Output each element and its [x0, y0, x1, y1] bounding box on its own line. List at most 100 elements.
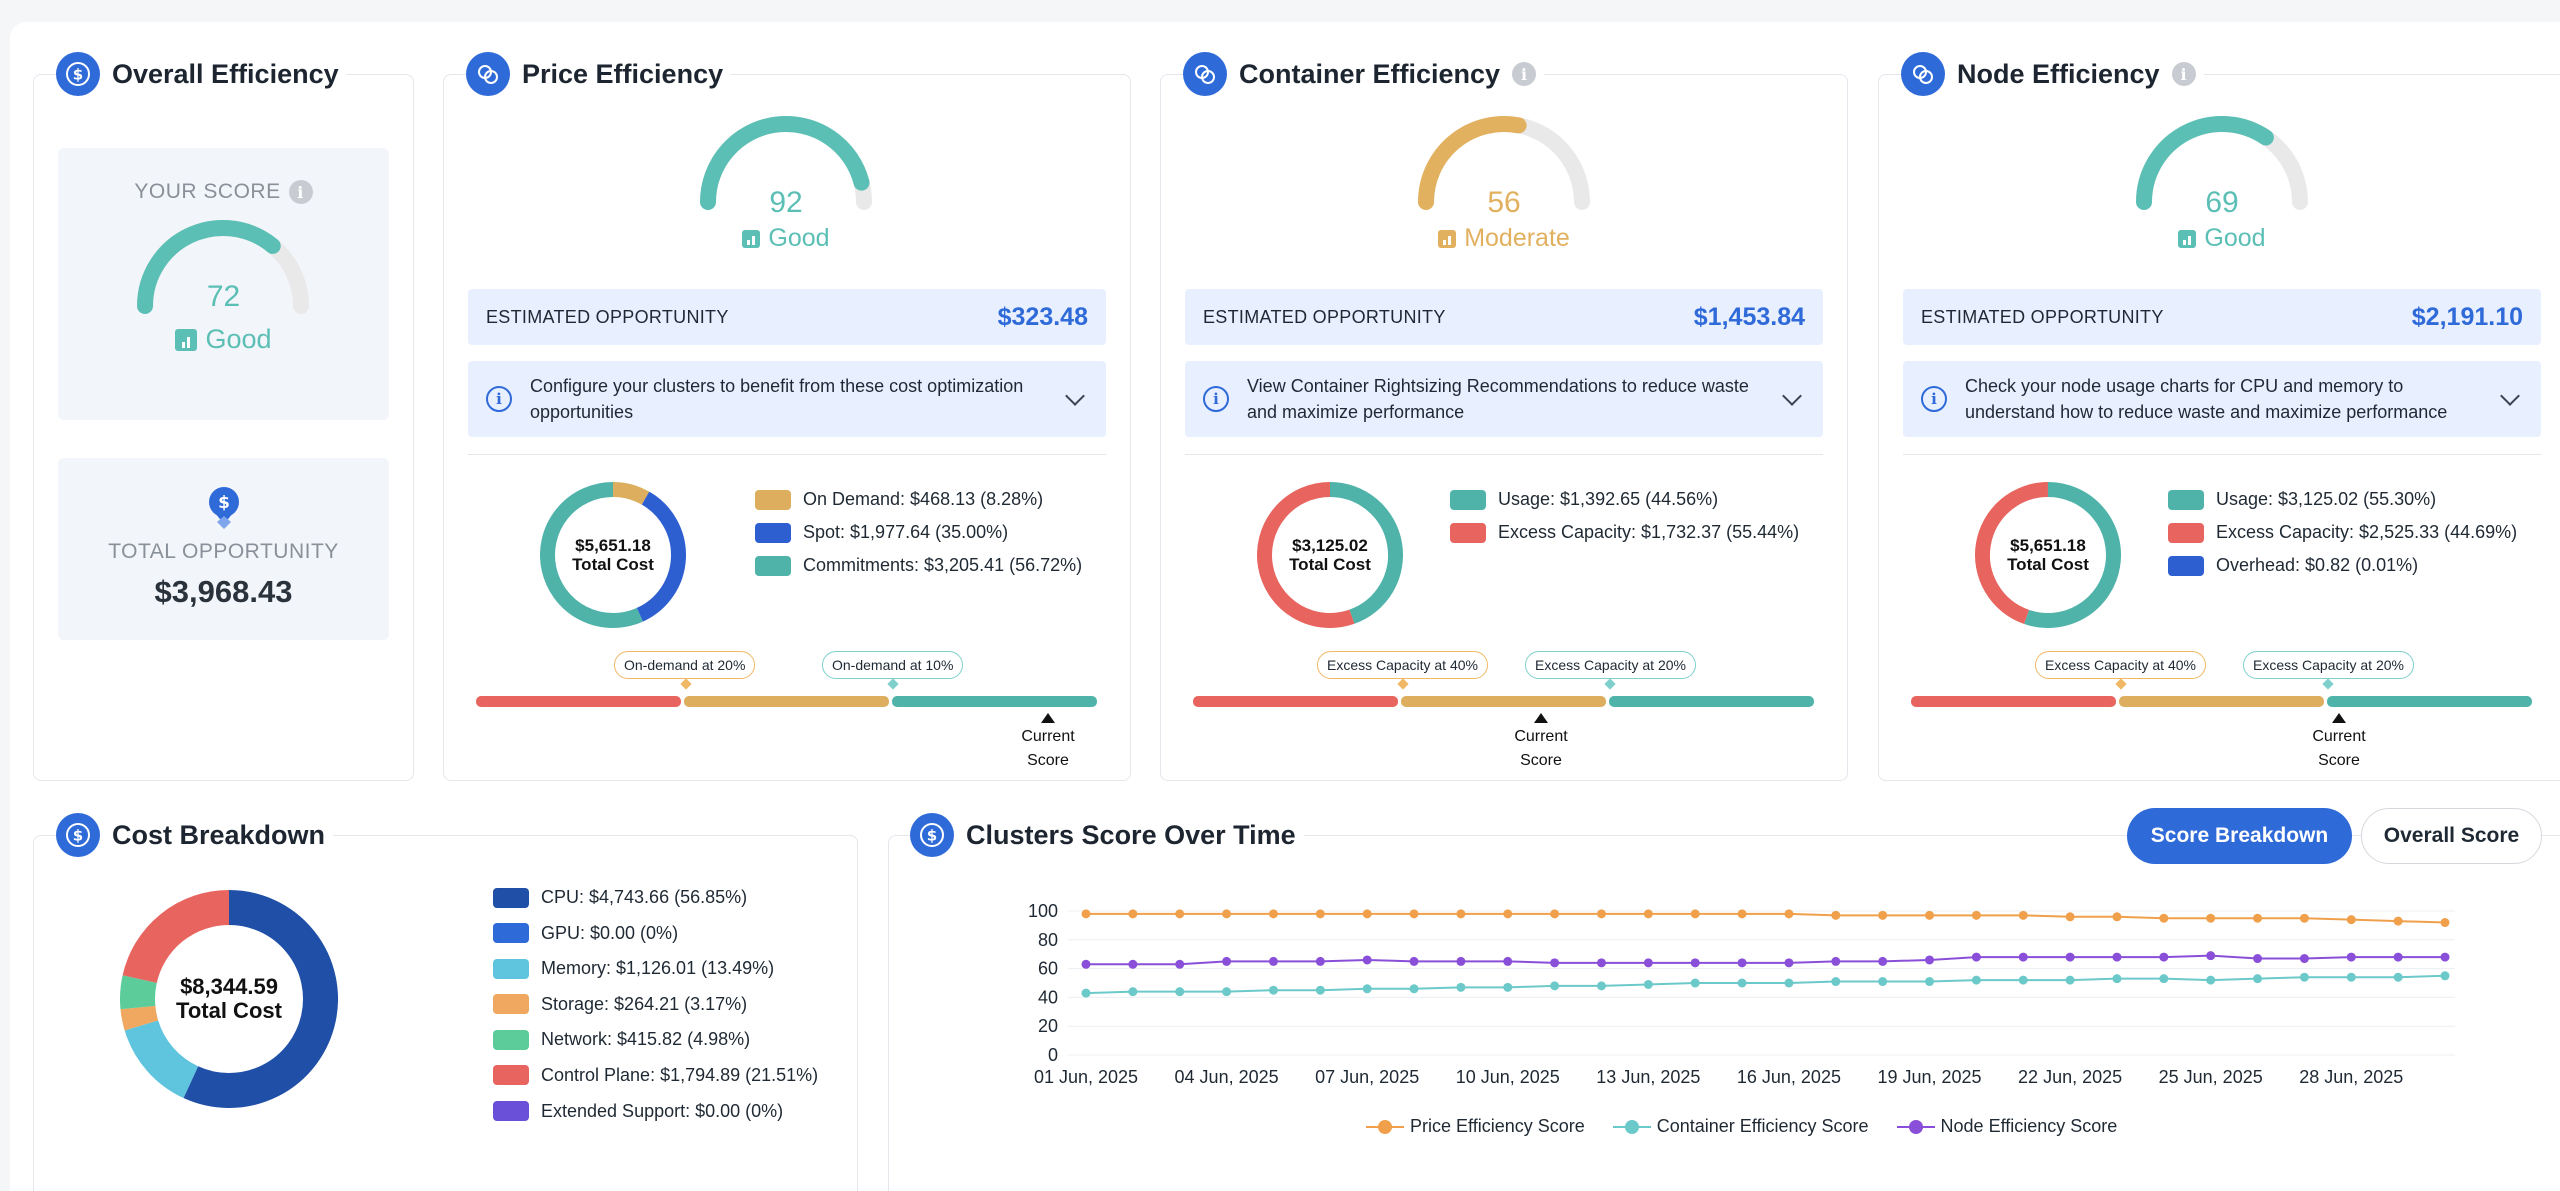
node-hint-expander[interactable]: i Check your node usage charts for CPU a… [1903, 361, 2541, 437]
series-2-point[interactable] [1831, 956, 1841, 966]
legend-item-node-efficiency[interactable]: Node Efficiency Score [1896, 1116, 2117, 1137]
series-2-point[interactable] [2299, 954, 2309, 964]
series-1-point[interactable] [2018, 975, 2028, 985]
cost-donut-slice-5[interactable] [122, 890, 230, 984]
series-1-point[interactable] [1550, 981, 1560, 991]
series-2-point[interactable] [2253, 954, 2263, 964]
series-0-point[interactable] [2440, 918, 2450, 928]
cost-donut-slice-4[interactable] [120, 975, 157, 1010]
series-1-point[interactable] [1456, 982, 1466, 992]
cost-donut-slice-2[interactable] [124, 1019, 199, 1099]
series-0-point[interactable] [2346, 915, 2356, 925]
series-2-point[interactable] [1878, 956, 1888, 966]
series-1-point[interactable] [1878, 977, 1888, 987]
chevron-down-icon[interactable] [1065, 386, 1085, 406]
series-2-point[interactable] [1737, 958, 1747, 968]
series-2-point[interactable] [2346, 952, 2356, 962]
series-0-point[interactable] [2206, 913, 2216, 923]
series-2-point[interactable] [1268, 956, 1278, 966]
series-0-point[interactable] [1175, 909, 1185, 919]
series-0-point[interactable] [1971, 910, 1981, 920]
series-1-point[interactable] [2440, 971, 2450, 981]
series-2-point[interactable] [2018, 952, 2028, 962]
series-1-point[interactable] [1971, 975, 1981, 985]
series-2-point[interactable] [1643, 958, 1653, 968]
series-1-point[interactable] [1409, 984, 1419, 994]
series-1-point[interactable] [2299, 972, 2309, 982]
series-0-point[interactable] [1784, 909, 1794, 919]
series-0-point[interactable] [1268, 909, 1278, 919]
series-0-point[interactable] [2393, 916, 2403, 926]
series-0-point[interactable] [2299, 913, 2309, 923]
series-1-point[interactable] [2159, 974, 2169, 984]
series-2-point[interactable] [1971, 952, 1981, 962]
series-1-point[interactable] [1268, 985, 1278, 995]
series-2-point[interactable] [2159, 952, 2169, 962]
chevron-down-icon[interactable] [1782, 386, 1802, 406]
series-0-point[interactable] [1362, 909, 1372, 919]
series-0-point[interactable] [1831, 910, 1841, 920]
series-2-point[interactable] [2440, 952, 2450, 962]
cost-donut-slice-3[interactable] [120, 1005, 159, 1031]
series-1-point[interactable] [1503, 982, 1513, 992]
series-1-point[interactable] [2393, 972, 2403, 982]
series-2-point[interactable] [1925, 955, 1935, 965]
price-donut-slice-1[interactable] [636, 491, 686, 622]
series-0-point[interactable] [2159, 913, 2169, 923]
series-1-point[interactable] [1315, 985, 1325, 995]
series-1-point[interactable] [1690, 978, 1700, 988]
series-0-point[interactable] [1315, 909, 1325, 919]
series-0-point[interactable] [1643, 909, 1653, 919]
series-0-point[interactable] [1737, 909, 1747, 919]
node-donut-slice-1[interactable] [1975, 482, 2049, 624]
series-2-point[interactable] [1175, 959, 1185, 969]
series-1-point[interactable] [1081, 988, 1091, 998]
series-0-point[interactable] [2018, 910, 2028, 920]
series-2-point[interactable] [1596, 958, 1606, 968]
info-icon[interactable]: i [1512, 62, 1537, 86]
overall-score-button[interactable]: Overall Score [2361, 808, 2542, 864]
series-1-point[interactable] [1362, 984, 1372, 994]
series-0-point[interactable] [1409, 909, 1419, 919]
series-0-point[interactable] [1503, 909, 1513, 919]
series-2-point[interactable] [1128, 959, 1138, 969]
series-1-point[interactable] [1737, 978, 1747, 988]
series-0-point[interactable] [1222, 909, 1232, 919]
series-2-point[interactable] [1081, 959, 1091, 969]
series-2-point[interactable] [2112, 952, 2122, 962]
info-icon[interactable]: i [2171, 62, 2196, 86]
series-0-point[interactable] [1690, 909, 1700, 919]
series-2-point[interactable] [1503, 956, 1513, 966]
price-donut-slice-2[interactable] [540, 482, 643, 628]
series-1-point[interactable] [1128, 987, 1138, 997]
series-0-point[interactable] [2065, 912, 2075, 922]
series-2-point[interactable] [1222, 956, 1232, 966]
series-2-point[interactable] [2065, 952, 2075, 962]
series-2-point[interactable] [1456, 956, 1466, 966]
series-2-point[interactable] [2393, 952, 2403, 962]
series-1-point[interactable] [1175, 987, 1185, 997]
legend-item-container-efficiency[interactable]: Container Efficiency Score [1612, 1116, 1869, 1137]
series-1-point[interactable] [2253, 974, 2263, 984]
cost-donut-slice-0[interactable] [183, 890, 338, 1108]
series-0-point[interactable] [1456, 909, 1466, 919]
price-donut-slice-0[interactable] [612, 482, 650, 505]
legend-item-price-efficiency[interactable]: Price Efficiency Score [1366, 1116, 1585, 1137]
chevron-down-icon[interactable] [2500, 386, 2520, 406]
series-2-point[interactable] [2206, 951, 2216, 961]
series-0-point[interactable] [1081, 909, 1091, 919]
series-2-point[interactable] [1690, 958, 1700, 968]
series-2-point[interactable] [1362, 955, 1372, 965]
series-0-point[interactable] [1925, 910, 1935, 920]
series-2-point[interactable] [1315, 956, 1325, 966]
series-0-point[interactable] [2253, 913, 2263, 923]
node-donut-slice-0[interactable] [2024, 482, 2121, 628]
series-1-point[interactable] [1596, 981, 1606, 991]
container-donut-slice-1[interactable] [1257, 482, 1355, 628]
series-1-point[interactable] [1784, 978, 1794, 988]
score-breakdown-button[interactable]: Score Breakdown [2127, 808, 2352, 864]
series-1-point[interactable] [1831, 977, 1841, 987]
series-0-point[interactable] [1550, 909, 1560, 919]
info-icon[interactable]: i [288, 180, 313, 204]
series-1-point[interactable] [2112, 974, 2122, 984]
